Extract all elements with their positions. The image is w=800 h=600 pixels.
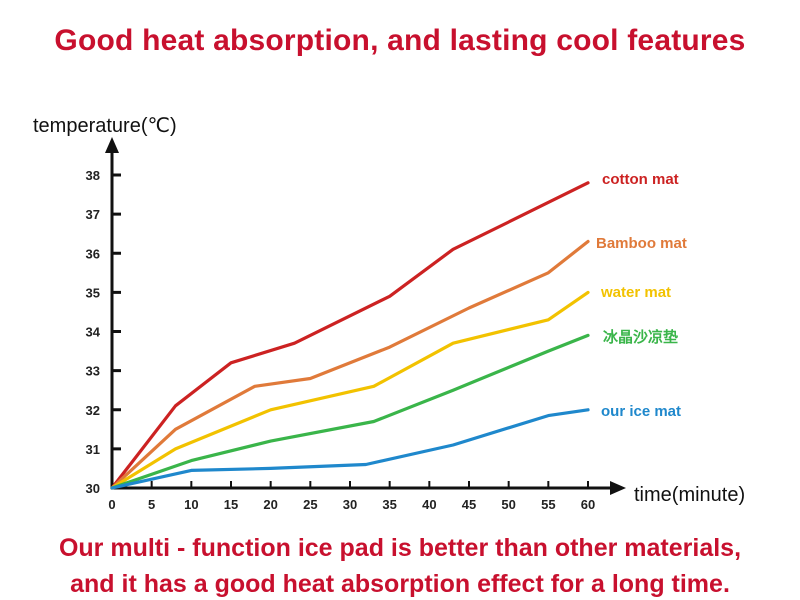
x-axis-label: time(minute): [634, 484, 745, 506]
y-tick-label: 38: [86, 168, 100, 183]
x-tick-label: 45: [462, 497, 476, 512]
series-lines: [110, 181, 590, 490]
x-tick-label: 25: [303, 497, 317, 512]
legend-label-water-mat: water mat: [600, 284, 671, 301]
x-tick-label: 20: [263, 497, 277, 512]
tick-labels: 30 31 32 33 34 35 36 37 38 0 5 10 15 20 25 30 35 40 45 50 55…: [86, 168, 596, 512]
x-tick-label: 0: [108, 497, 115, 512]
x-tick-label: 60: [581, 497, 595, 512]
y-axis-arrow: [105, 137, 119, 153]
legend-label-cotton-mat: cotton mat: [602, 171, 679, 188]
caption-line-1: Our multi - function ice pad is better t…: [58, 534, 742, 562]
y-tick-label: 34: [86, 325, 101, 340]
y-tick-label: 33: [86, 364, 100, 379]
caption-line-2: and it has a good heat absorption effect…: [70, 570, 730, 598]
series-line-cotton-mat: [110, 181, 590, 490]
legend: cotton mat Bamboo mat water mat 冰晶沙凉垫 our ic…: [596, 171, 687, 420]
series-line-water-mat: [110, 290, 590, 490]
x-axis-arrow: [610, 481, 626, 495]
y-tick-label: 37: [86, 207, 100, 222]
series-line-bamboo-mat: [110, 239, 590, 490]
x-tick-label: 55: [541, 497, 555, 512]
y-tick-label: 30: [86, 481, 100, 496]
x-tick-label: 40: [422, 497, 436, 512]
y-axis-label: temperature(℃): [33, 115, 177, 137]
x-tick-label: 30: [343, 497, 357, 512]
y-tick-label: 35: [86, 285, 100, 300]
series-line-our-ice-mat: [110, 408, 590, 490]
legend-label-ice-crystal-sand-mat: 冰晶沙凉垫: [603, 328, 678, 346]
x-tick-label: 5: [148, 497, 155, 512]
axes: temperature(℃) time(minute): [33, 115, 745, 506]
x-tick-label: 35: [382, 497, 396, 512]
x-tick-label: 15: [224, 497, 238, 512]
y-tick-label: 36: [86, 246, 100, 261]
x-tick-label: 50: [501, 497, 515, 512]
y-tick-label: 32: [86, 403, 100, 418]
series-line-ice-crystal-sand-mat: [110, 333, 590, 490]
y-tick-label: 31: [86, 442, 100, 457]
legend-label-bamboo-mat: Bamboo mat: [596, 235, 687, 252]
x-tick-label: 10: [184, 497, 198, 512]
legend-label-our-ice-mat: our ice mat: [601, 403, 681, 420]
chart-title: Good heat absorption, and lasting cool f…: [54, 24, 746, 57]
